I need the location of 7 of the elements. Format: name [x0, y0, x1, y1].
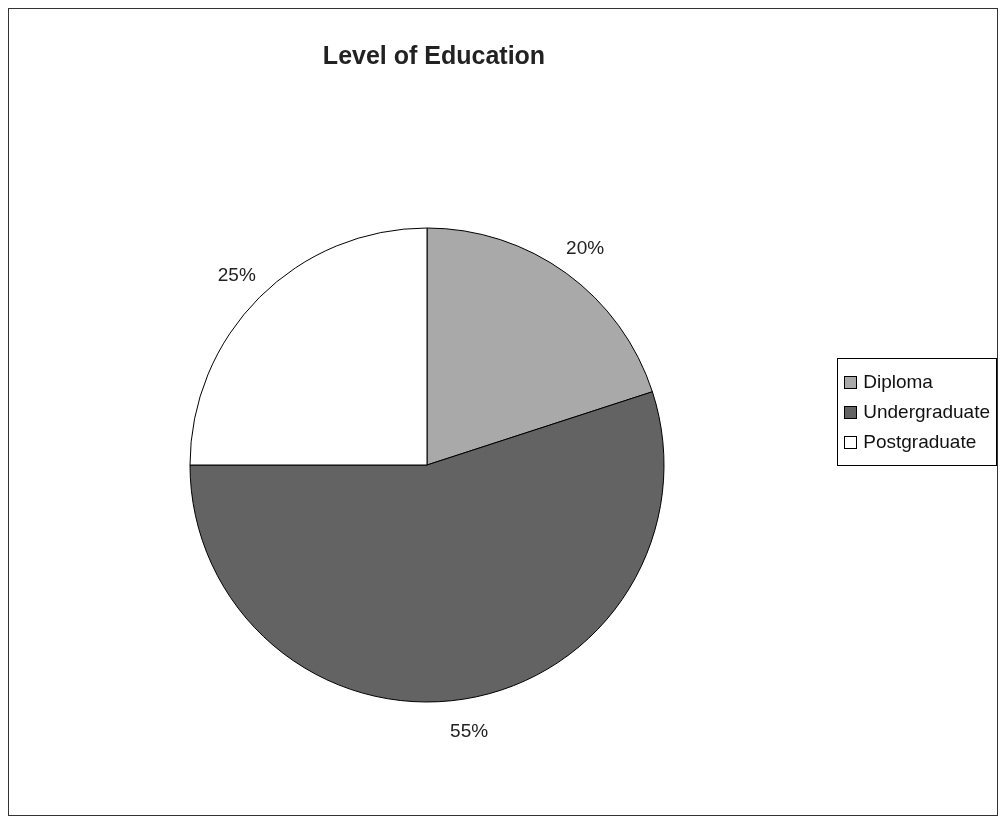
legend-label: Diploma: [863, 370, 933, 394]
data-label: 55%: [450, 720, 489, 742]
legend-label: Undergraduate: [863, 400, 990, 424]
chart-title: Level of Education: [321, 41, 547, 70]
data-label: 25%: [217, 264, 256, 286]
legend-label: Postgraduate: [863, 430, 977, 454]
data-label: 20%: [566, 236, 605, 258]
